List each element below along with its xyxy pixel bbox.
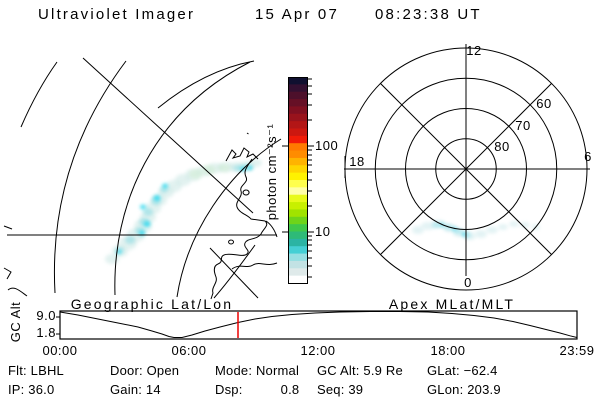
date-label: 15 Apr 07 — [255, 6, 340, 23]
ytick-1-8: 1.8 — [36, 325, 56, 340]
status-gc-alt: GC Alt: 5.9 Re — [317, 363, 403, 378]
colorbar-tick-100: 100 — [315, 138, 339, 153]
colorbar-unit-label: photon cm⁻²s⁻¹ — [263, 123, 279, 221]
status-door: Door: Open — [110, 363, 180, 378]
xtick-0000: 00:00 — [42, 343, 78, 358]
status-glon: GLon: 203.9 — [427, 382, 501, 397]
status-mode: Mode: Normal — [215, 363, 300, 378]
mlat-label-60: 60 — [536, 96, 552, 111]
mlt-label-6: 6 — [584, 149, 592, 164]
ytick-9: 9.0 — [36, 308, 56, 323]
status-gain: Gain: 14 — [110, 382, 161, 397]
mlat-label-80: 80 — [494, 139, 510, 154]
status-flt: Flt: LBHL — [8, 363, 64, 378]
xtick-2359: 23:59 — [559, 343, 595, 358]
map-caption: Geographic Lat/Lon — [70, 296, 234, 312]
status-seq: Seq: 39 — [317, 382, 364, 397]
geographic-map — [3, 57, 282, 300]
colorbar — [282, 77, 314, 284]
status-ip: IP: 36.0 — [8, 382, 55, 397]
status-dsp: Dsp: 0.8 — [215, 382, 300, 397]
altitude-timeline — [56, 310, 578, 340]
time-label: 08:23:38 UT — [375, 6, 482, 23]
page-title: Ultraviolet Imager — [38, 6, 196, 23]
mlat-label-70: 70 — [515, 118, 531, 133]
polar-plot — [344, 44, 590, 291]
mlt-label-0: 0 — [464, 275, 472, 290]
status-glat: GLat: −62.4 — [427, 363, 498, 378]
mlt-label-18: 18 — [349, 154, 365, 169]
xtick-1200: 12:00 — [300, 343, 336, 358]
mlt-label-12: 12 — [466, 43, 482, 58]
colorbar-tick-10: 10 — [315, 224, 331, 239]
timeline-ylabel: GC Alt — [7, 301, 23, 343]
xtick-0600: 06:00 — [171, 343, 207, 358]
polar-caption: Apex MLat/MLT — [388, 296, 516, 312]
xtick-1800: 18:00 — [430, 343, 466, 358]
